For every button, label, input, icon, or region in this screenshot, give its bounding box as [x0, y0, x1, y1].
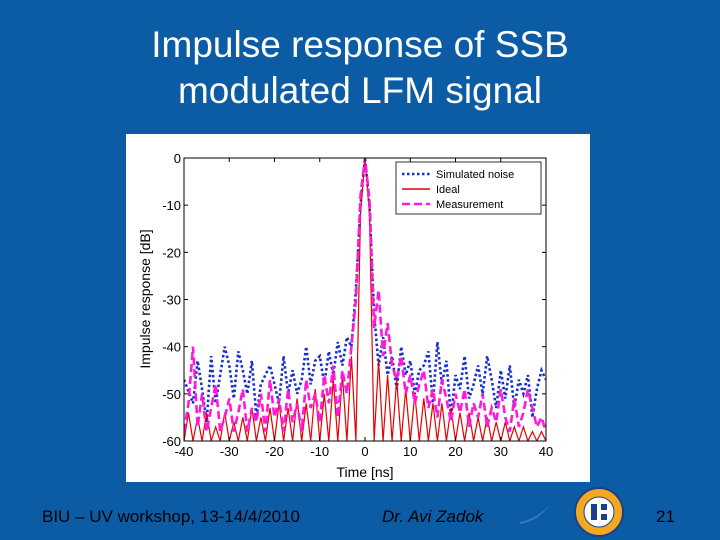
page-number: 21: [656, 507, 675, 526]
x-tick-label: 10: [403, 444, 417, 459]
impulse-response-chart: -40 -30 -20 -10 0 10 20 30 40 0 -10 -20 -30 -40 -50 -60…: [137, 151, 553, 480]
series-ideal: [184, 158, 546, 441]
y-axis-label: Impulse response [dB]: [137, 229, 153, 368]
slide-title-line-2: modulated LFM signal: [177, 70, 543, 111]
y-tick-label: -40: [162, 340, 181, 355]
series-line-1: [184, 158, 546, 441]
series-line-2: [184, 158, 546, 432]
swoosh-decoration-icon: [520, 504, 550, 524]
series-simulated-noise: [184, 158, 546, 423]
legend-label: Ideal: [436, 184, 460, 196]
y-tick-label: -20: [162, 245, 181, 260]
slide-title: Impulse response of SSB modulated LFM si…: [60, 22, 660, 114]
x-tick-label: 30: [494, 444, 508, 459]
legend: Simulated noise Ideal Measurement: [395, 161, 542, 215]
y-tick-label: -10: [162, 198, 181, 213]
footer-author: Dr. Avi Zadok: [382, 507, 484, 526]
x-tick-label: -30: [220, 444, 239, 459]
series-measurement: [184, 158, 546, 432]
y-tick-label: -60: [162, 434, 181, 449]
footer-workshop: BIU – UV workshop, 13-14/4/2010: [42, 507, 300, 526]
x-tick-label: 0: [361, 444, 368, 459]
legend-label: Simulated noise: [436, 169, 514, 181]
x-axis-label: Time [ns]: [336, 464, 393, 480]
chart-figure: -40 -30 -20 -10 0 10 20 30 40 0 -10 -20 -30 -40 -50 -60…: [126, 134, 590, 482]
slide-title-line-1: Impulse response of SSB: [151, 24, 569, 65]
legend-box: [395, 161, 542, 215]
y-tick-label: -50: [162, 387, 181, 402]
series-line-0: [184, 158, 546, 423]
legend-label: Measurement: [436, 199, 503, 211]
x-tick-label: -40: [175, 444, 194, 459]
bar-ilan-university-seal-icon: [574, 487, 624, 537]
x-tick-label: 40: [539, 444, 553, 459]
y-tick-label: 0: [174, 151, 181, 166]
x-tick-label: 20: [448, 444, 462, 459]
x-tick-label: -10: [310, 444, 329, 459]
y-tick-label: -30: [162, 293, 181, 308]
x-tick-label: -20: [265, 444, 284, 459]
